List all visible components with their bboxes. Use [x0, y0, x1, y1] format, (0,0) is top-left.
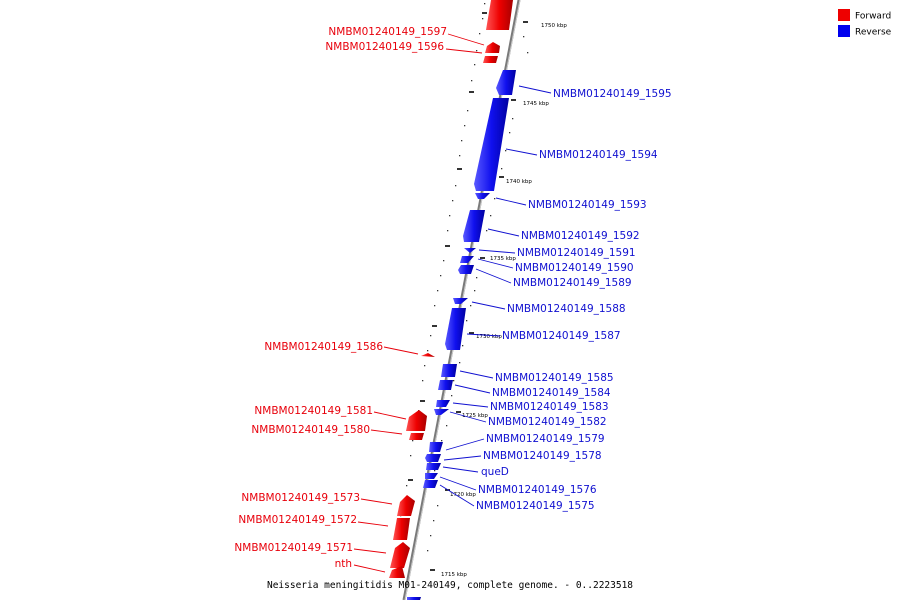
gene-feature[interactable] — [423, 480, 438, 488]
gene-label[interactable]: NMBM01240149_1582 — [488, 416, 607, 428]
tick-labels: 1750 kbp 1745 kbp 1740 kbp 1735 kbp 1730… — [441, 23, 567, 578]
gene-label[interactable]: NMBM01240149_1580 — [251, 424, 370, 436]
gene-feature[interactable] — [464, 248, 476, 253]
gene-feature[interactable] — [389, 566, 405, 578]
forward-genes — [389, 0, 513, 578]
gene-feature[interactable] — [463, 210, 485, 242]
tick-label: 1750 kbp — [541, 23, 567, 29]
forward-leaders — [353, 33, 485, 573]
gene-label[interactable]: NMBM01240149_1575 — [476, 500, 595, 512]
gene-feature[interactable] — [406, 410, 427, 431]
gene-feature[interactable] — [429, 442, 443, 452]
gene-label[interactable]: NMBM01240149_1596 — [325, 41, 444, 53]
reverse-leaders — [439, 85, 552, 507]
reverse-genes — [407, 70, 516, 600]
gene-feature[interactable] — [397, 495, 415, 516]
gene-feature[interactable] — [445, 308, 466, 350]
legend-reverse-swatch — [838, 25, 850, 37]
gene-label[interactable]: NMBM01240149_1592 — [521, 230, 640, 242]
gene-feature[interactable] — [458, 265, 474, 274]
gene-feature[interactable] — [436, 400, 450, 407]
legend-reverse-label: Reverse — [855, 28, 892, 38]
genome-caption: Neisseria meningitidis M01-240149, compl… — [267, 580, 633, 591]
gene-label[interactable]: NMBM01240149_1590 — [515, 262, 634, 274]
gene-feature[interactable] — [485, 42, 500, 53]
gene-label[interactable]: nth — [335, 558, 352, 570]
tick-label: 1745 kbp — [523, 101, 549, 107]
gene-label[interactable]: NMBM01240149_1572 — [238, 514, 357, 526]
gene-feature[interactable] — [425, 454, 441, 462]
legend-forward-label: Forward — [855, 12, 891, 22]
gene-feature[interactable] — [434, 409, 449, 415]
gene-label[interactable]: queD — [481, 466, 509, 478]
gene-label[interactable]: NMBM01240149_1589 — [513, 277, 632, 289]
gene-label[interactable]: NMBM01240149_1584 — [492, 387, 611, 399]
tick-label: 1720 kbp — [450, 492, 476, 498]
reverse-labels: NMBM01240149_1595 NMBM01240149_1594 NMBM… — [476, 88, 672, 512]
gene-label[interactable]: NMBM01240149_1576 — [478, 484, 597, 496]
gene-label[interactable]: NMBM01240149_1593 — [528, 199, 647, 211]
gene-feature[interactable] — [390, 542, 410, 568]
tick-label: 1715 kbp — [441, 572, 467, 578]
gene-feature[interactable] — [460, 256, 474, 263]
gene-label[interactable]: NMBM01240149_1581 — [254, 405, 373, 417]
gene-label[interactable]: NMBM01240149_1571 — [234, 542, 353, 554]
gene-label[interactable]: NMBM01240149_1597 — [328, 26, 447, 38]
gene-feature[interactable] — [438, 380, 453, 390]
tick-label: 1735 kbp — [490, 256, 516, 262]
forward-labels: NMBM01240149_1597 NMBM01240149_1596 NMBM… — [234, 26, 447, 570]
gene-label[interactable]: NMBM01240149_1583 — [490, 401, 609, 413]
tick-label: 1725 kbp — [462, 413, 488, 419]
legend-forward-swatch — [838, 9, 850, 21]
gene-feature[interactable] — [496, 70, 516, 95]
gene-label[interactable]: NMBM01240149_1594 — [539, 149, 658, 161]
tick-label: 1740 kbp — [506, 179, 532, 185]
gene-feature[interactable] — [486, 0, 513, 30]
gene-label[interactable]: NMBM01240149_1587 — [502, 330, 621, 342]
gene-feature[interactable] — [425, 473, 438, 479]
gene-feature[interactable] — [483, 56, 498, 63]
gene-feature[interactable] — [421, 353, 435, 357]
gene-label[interactable]: NMBM01240149_1578 — [483, 450, 602, 462]
gene-feature[interactable] — [393, 518, 410, 540]
gene-feature[interactable] — [474, 98, 509, 191]
gene-feature[interactable] — [409, 433, 424, 440]
gene-label[interactable]: NMBM01240149_1579 — [486, 433, 605, 445]
gene-label[interactable]: NMBM01240149_1588 — [507, 303, 626, 315]
legend: Forward Reverse — [838, 9, 892, 38]
gene-feature[interactable] — [453, 298, 468, 304]
gene-label[interactable]: NMBM01240149_1586 — [264, 341, 383, 353]
gene-label[interactable]: NMBM01240149_1591 — [517, 247, 636, 259]
tick-label: 1730 kbp — [476, 334, 502, 340]
gene-label[interactable]: NMBM01240149_1573 — [241, 492, 360, 504]
gene-feature[interactable] — [426, 463, 441, 470]
gene-feature[interactable] — [475, 193, 490, 199]
gene-feature[interactable] — [441, 364, 457, 377]
gene-label[interactable]: NMBM01240149_1585 — [495, 372, 614, 384]
gene-feature[interactable] — [407, 597, 421, 600]
gene-label[interactable]: NMBM01240149_1595 — [553, 88, 672, 100]
